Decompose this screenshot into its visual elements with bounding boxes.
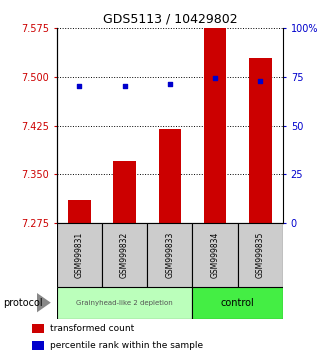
Bar: [113, 161, 136, 223]
Bar: [238, 223, 283, 287]
Bar: [68, 200, 91, 223]
Point: [258, 78, 263, 84]
Text: control: control: [221, 298, 255, 308]
Polygon shape: [37, 293, 51, 313]
Bar: [57, 287, 192, 319]
Text: transformed count: transformed count: [50, 324, 134, 333]
Bar: [147, 223, 192, 287]
Bar: [57, 223, 102, 287]
Point: [167, 81, 172, 87]
Point: [77, 83, 82, 88]
Point: [212, 75, 218, 81]
Text: GSM999832: GSM999832: [120, 232, 129, 278]
Text: GSM999833: GSM999833: [165, 232, 174, 278]
Text: GSM999831: GSM999831: [75, 232, 84, 278]
Bar: [192, 287, 283, 319]
Text: GSM999835: GSM999835: [256, 232, 265, 278]
Text: protocol: protocol: [3, 298, 43, 308]
Text: Grainyhead-like 2 depletion: Grainyhead-like 2 depletion: [76, 300, 173, 306]
Text: GSM999834: GSM999834: [210, 232, 220, 278]
Bar: [249, 58, 272, 223]
Point: [122, 83, 127, 88]
Text: percentile rank within the sample: percentile rank within the sample: [50, 341, 203, 350]
Bar: [32, 341, 44, 350]
Bar: [204, 28, 226, 223]
Bar: [102, 223, 147, 287]
Bar: [32, 324, 44, 333]
Bar: [159, 129, 181, 223]
Title: GDS5113 / 10429802: GDS5113 / 10429802: [103, 13, 237, 26]
Bar: [192, 223, 238, 287]
